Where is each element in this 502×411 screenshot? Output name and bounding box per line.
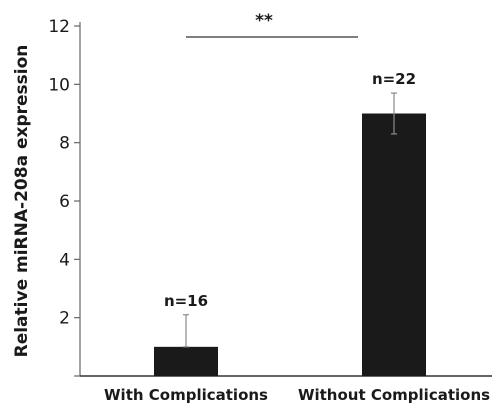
category-label: With Complications: [104, 386, 268, 404]
bar: [362, 113, 426, 376]
sample-size-label: n=22: [372, 70, 416, 88]
y-tick-label: 2: [59, 309, 70, 329]
y-tick-label: 4: [59, 250, 70, 270]
y-tick-label: 8: [59, 134, 70, 154]
y-tick-label: 12: [48, 17, 70, 37]
axes: 2 4 6 8 10 12 Relative miRNA-208a expression: [12, 17, 492, 377]
sample-size-label: n=16: [164, 292, 208, 310]
labels: n=16 With Complications n=22 Without Compli…: [104, 11, 490, 404]
y-tick-label: 10: [48, 75, 70, 95]
significance-label: **: [255, 11, 273, 31]
y-tick-label: 6: [59, 192, 70, 212]
category-label: Without Complications: [298, 386, 490, 404]
bars: [154, 92, 426, 376]
bar: [154, 346, 218, 376]
y-axis-label: Relative miRNA-208a expression: [12, 45, 32, 358]
